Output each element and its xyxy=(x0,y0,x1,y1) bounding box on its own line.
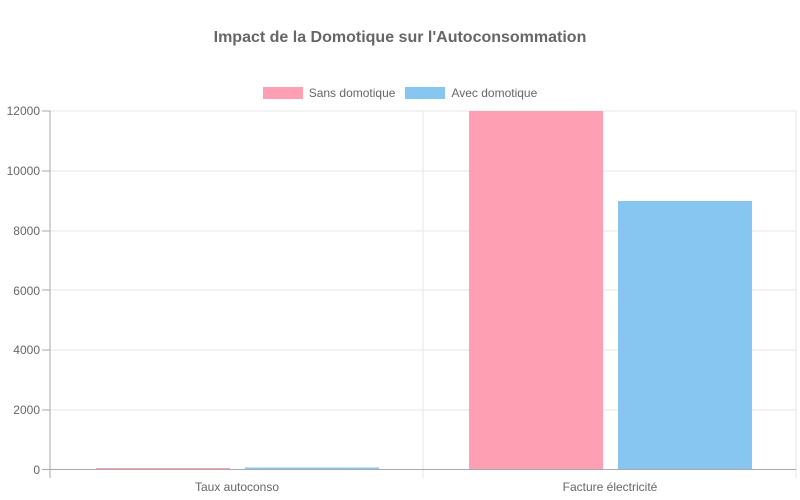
y-tick: 8000 xyxy=(13,224,40,238)
legend-label: Avec domotique xyxy=(451,86,538,100)
axes xyxy=(42,110,796,478)
y-tick: 2000 xyxy=(13,403,40,417)
y-tick: 10000 xyxy=(7,164,41,178)
legend: Sans domotique Avec domotique xyxy=(0,86,800,100)
x-tick: Taux autoconso xyxy=(195,480,279,494)
y-axis-ticks: 0 2000 4000 6000 8000 10000 12000 xyxy=(7,104,41,477)
bar-avec-taux[interactable] xyxy=(245,467,379,470)
bar-avec-facture[interactable] xyxy=(618,201,752,470)
bars xyxy=(96,111,752,470)
legend-item-avec-domotique[interactable]: Avec domotique xyxy=(405,86,537,100)
y-tick: 6000 xyxy=(13,284,40,298)
legend-label: Sans domotique xyxy=(308,86,396,100)
legend-swatch-pink xyxy=(262,87,303,99)
bar-sans-taux[interactable] xyxy=(96,468,230,470)
y-tick: 12000 xyxy=(7,104,41,118)
y-tick: 4000 xyxy=(13,343,40,357)
legend-item-sans-domotique[interactable]: Sans domotique xyxy=(262,86,396,100)
x-axis-labels: Taux autoconso Facture électricité xyxy=(195,480,658,494)
bar-sans-facture[interactable] xyxy=(469,111,603,470)
chart-title: Impact de la Domotique sur l'Autoconsomm… xyxy=(213,29,587,46)
x-tick: Facture électricité xyxy=(563,480,658,494)
legend-swatch-blue xyxy=(405,87,446,99)
y-tick: 0 xyxy=(33,463,40,477)
